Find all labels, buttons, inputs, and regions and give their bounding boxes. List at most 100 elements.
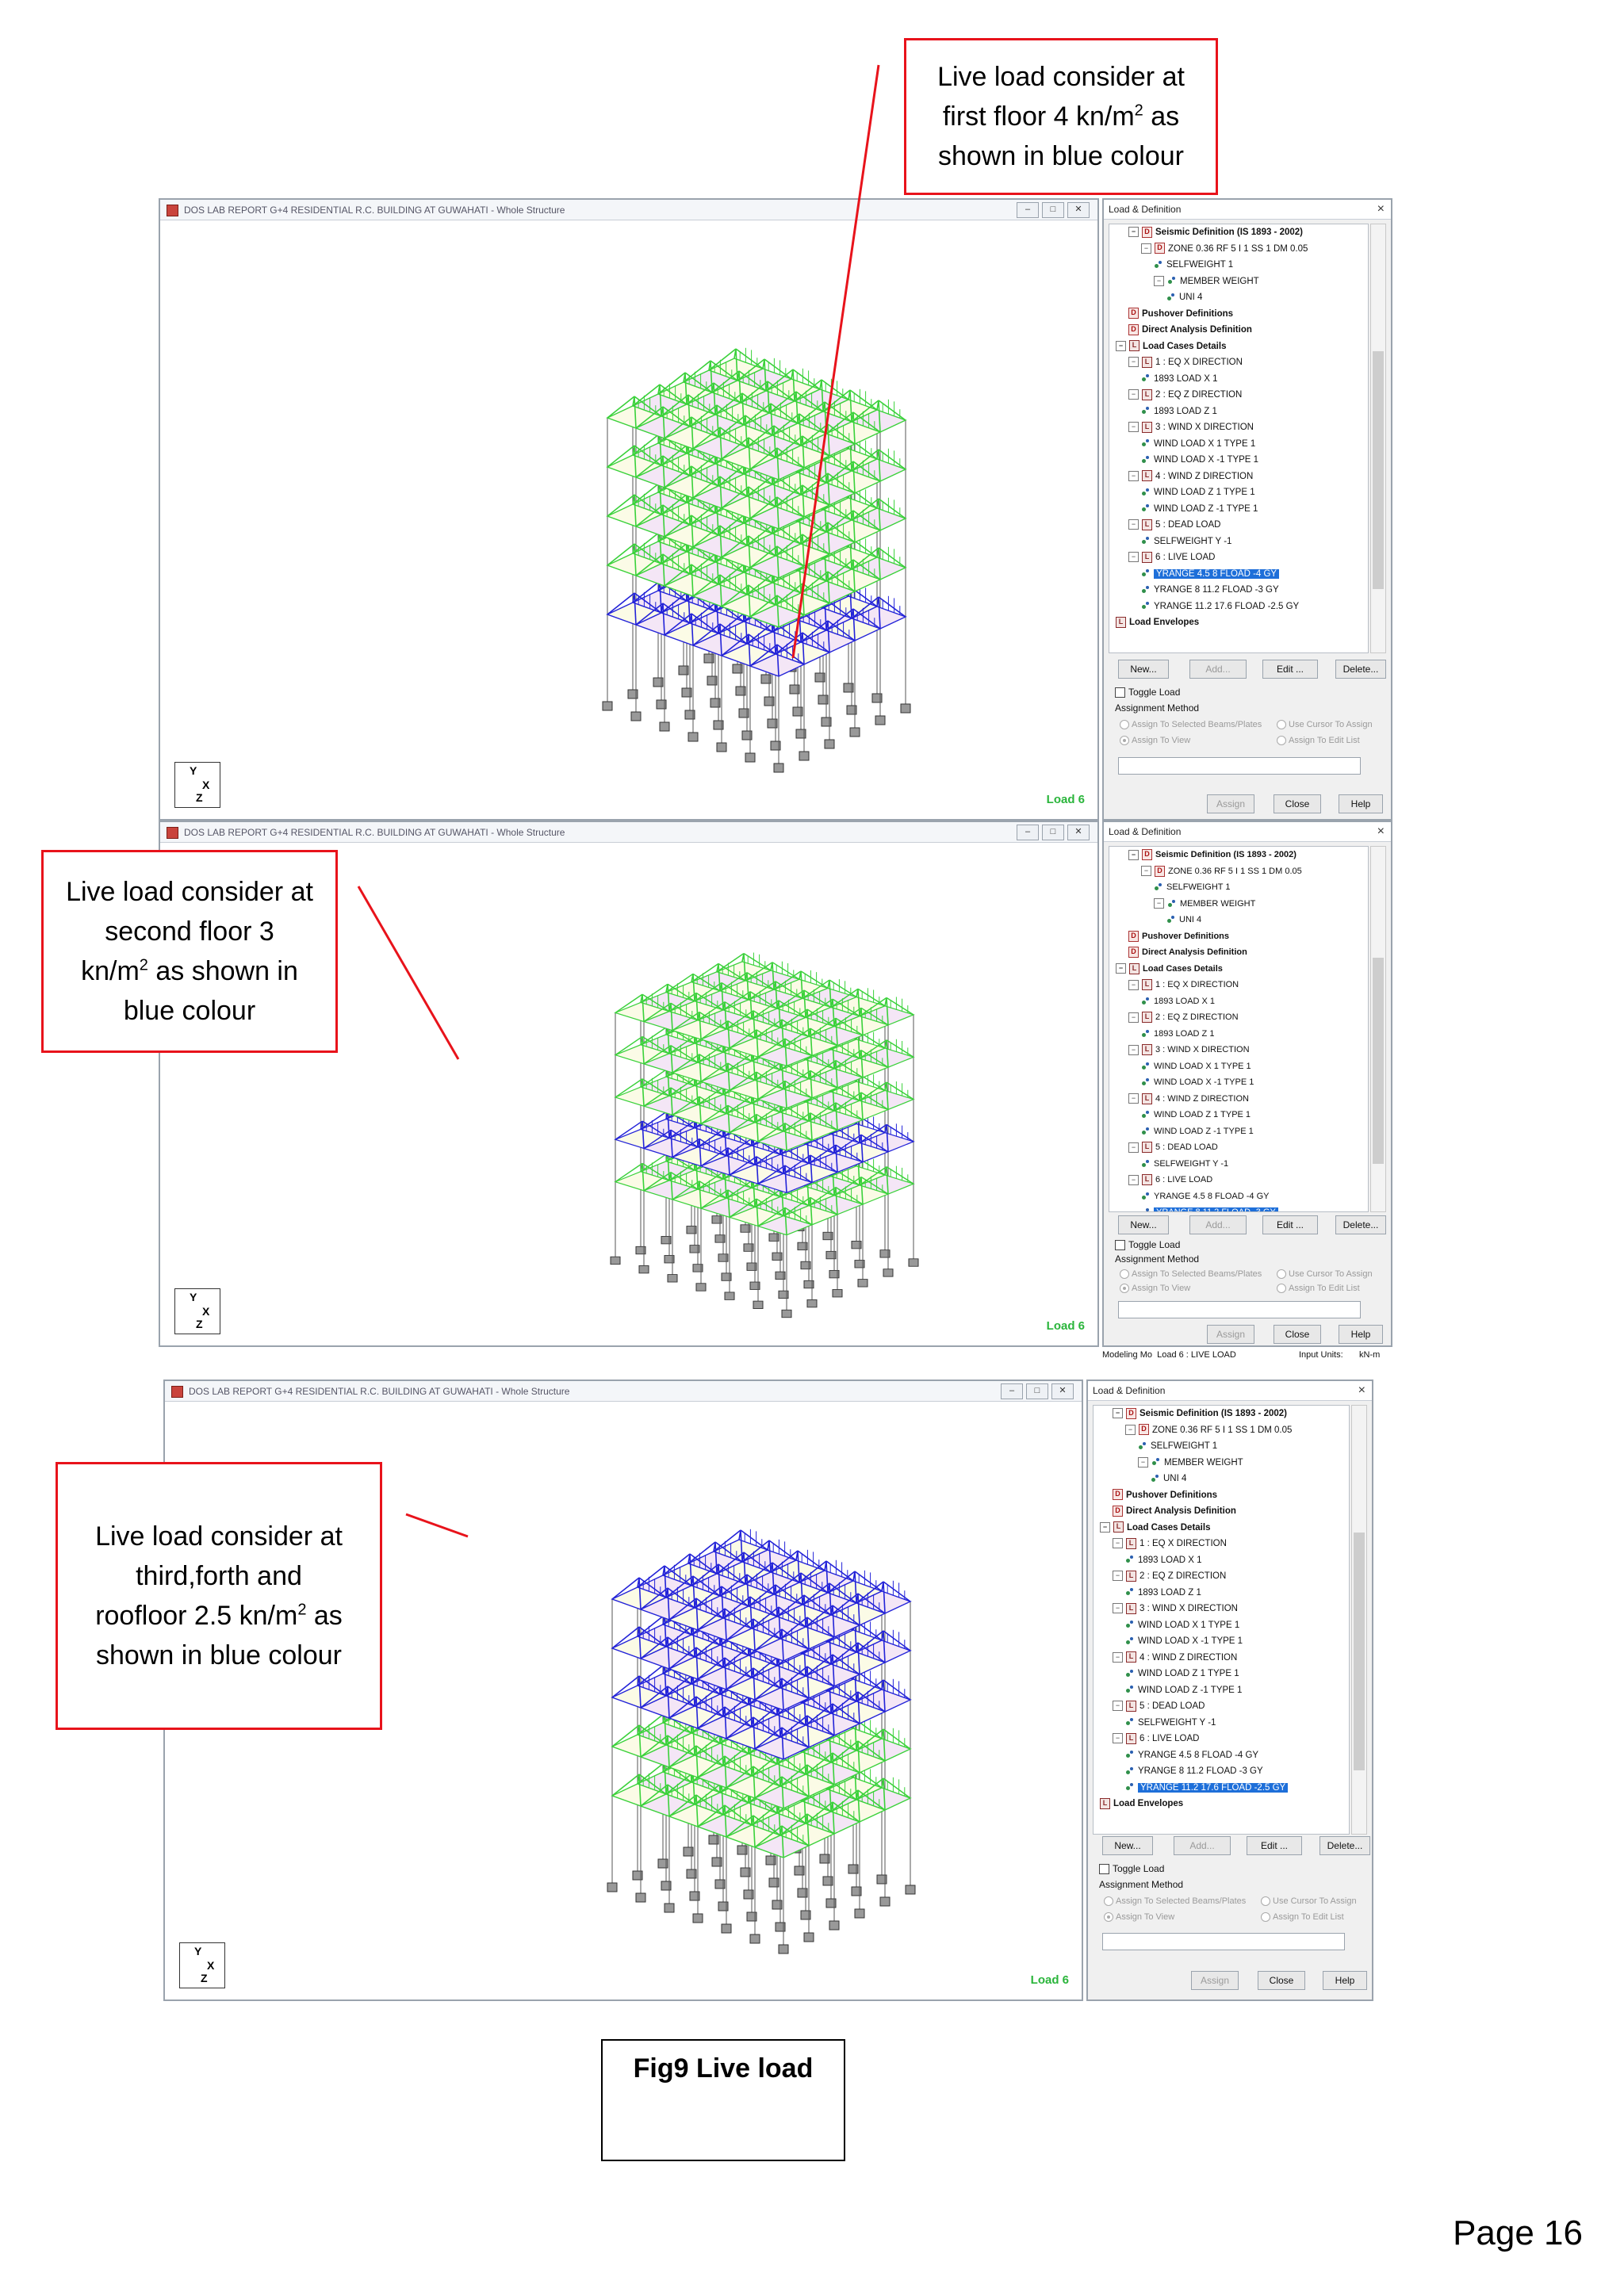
tree-item[interactable]: − MEMBER WEIGHT xyxy=(1109,896,1368,913)
tree-item[interactable]: − D ZONE 0.36 RF 5 I 1 SS 1 DM 0.05 xyxy=(1109,863,1368,880)
radio-assign-selected[interactable]: Assign To Selected Beams/Plates xyxy=(1120,720,1262,730)
assign-field[interactable] xyxy=(1118,757,1361,775)
expand-toggle-icon[interactable]: − xyxy=(1128,519,1139,530)
tree-item[interactable]: YRANGE 8 11.2 FLOAD -3 GY xyxy=(1094,1763,1349,1780)
tree-item[interactable]: − L 6 : LIVE LOAD xyxy=(1109,1172,1368,1188)
tree-item[interactable]: WIND LOAD Z 1 TYPE 1 xyxy=(1109,1107,1368,1123)
assign-button[interactable]: Assign xyxy=(1207,1325,1254,1344)
radio-assign-selected[interactable]: Assign To Selected Beams/Plates xyxy=(1104,1896,1246,1907)
radio-edit-list[interactable]: Assign To Edit List xyxy=(1277,1284,1360,1294)
tree-item[interactable]: WIND LOAD Z -1 TYPE 1 xyxy=(1109,501,1368,518)
edit-button[interactable]: Edit ... xyxy=(1247,1836,1302,1855)
expand-toggle-icon[interactable]: − xyxy=(1138,1456,1148,1468)
tree-item[interactable]: − L 1 : EQ X DIRECTION xyxy=(1094,1536,1349,1552)
new-button[interactable]: New... xyxy=(1102,1836,1153,1855)
tree-item[interactable]: SELFWEIGHT Y -1 xyxy=(1109,534,1368,550)
expand-toggle-icon[interactable]: − xyxy=(1113,1733,1123,1744)
add-button[interactable]: Add... xyxy=(1189,1215,1247,1234)
expand-toggle-icon[interactable]: − xyxy=(1128,1174,1139,1185)
tree-item[interactable]: WIND LOAD X -1 TYPE 1 xyxy=(1094,1633,1349,1650)
add-button[interactable]: Add... xyxy=(1174,1836,1231,1855)
expand-toggle-icon[interactable]: − xyxy=(1128,227,1139,238)
radio-use-cursor[interactable]: Use Cursor To Assign xyxy=(1277,720,1373,730)
expand-toggle-icon[interactable]: − xyxy=(1128,849,1139,860)
maximize-button[interactable]: □ xyxy=(1042,825,1064,840)
delete-button[interactable]: Delete... xyxy=(1335,660,1386,679)
tree-item[interactable]: SELFWEIGHT 1 xyxy=(1094,1438,1349,1455)
edit-button[interactable]: Edit ... xyxy=(1262,660,1318,679)
tree-item[interactable]: − L 5 : DEAD LOAD xyxy=(1109,1139,1368,1156)
tree-item[interactable]: − L 6 : LIVE LOAD xyxy=(1109,549,1368,566)
tree-item[interactable]: WIND LOAD X 1 TYPE 1 xyxy=(1094,1617,1349,1634)
expand-toggle-icon[interactable]: − xyxy=(1128,470,1139,481)
tree-item[interactable]: − MEMBER WEIGHT xyxy=(1109,274,1368,290)
help-button[interactable]: Help xyxy=(1339,794,1383,813)
expand-toggle-icon[interactable]: − xyxy=(1113,1603,1123,1614)
tree-item[interactable]: − MEMBER WEIGHT xyxy=(1094,1455,1349,1471)
help-button[interactable]: Help xyxy=(1339,1325,1383,1344)
tree-item[interactable]: WIND LOAD Z -1 TYPE 1 xyxy=(1094,1682,1349,1699)
tree-item[interactable]: − L 2 : EQ Z DIRECTION xyxy=(1109,387,1368,404)
tree-scrollbar[interactable] xyxy=(1370,846,1386,1212)
help-button[interactable]: Help xyxy=(1323,1971,1367,1990)
expand-toggle-icon[interactable]: − xyxy=(1100,1521,1110,1533)
tree-item[interactable]: 1893 LOAD Z 1 xyxy=(1094,1585,1349,1601)
expand-toggle-icon[interactable]: − xyxy=(1128,389,1139,400)
tree-item[interactable]: − L 5 : DEAD LOAD xyxy=(1094,1698,1349,1715)
maximize-button[interactable]: □ xyxy=(1026,1383,1048,1399)
minimize-button[interactable]: – xyxy=(1001,1383,1023,1399)
tree-item[interactable]: WIND LOAD X -1 TYPE 1 xyxy=(1109,1074,1368,1091)
load-tree[interactable]: − D Seismic Definition (IS 1893 - 2002) − D Z… xyxy=(1109,846,1369,1212)
delete-button[interactable]: Delete... xyxy=(1335,1215,1386,1234)
load-tree[interactable]: − D Seismic Definition (IS 1893 - 2002) − D Z… xyxy=(1109,224,1369,653)
radio-assign-view[interactable]: Assign To View xyxy=(1120,736,1190,746)
tree-item[interactable]: WIND LOAD Z -1 TYPE 1 xyxy=(1109,1123,1368,1140)
tree-item[interactable]: − L 1 : EQ X DIRECTION xyxy=(1109,354,1368,371)
assign-button[interactable]: Assign xyxy=(1191,1971,1239,1990)
radio-edit-list[interactable]: Assign To Edit List xyxy=(1277,736,1360,746)
close-button[interactable]: ✕ xyxy=(1067,202,1090,218)
tree-item[interactable]: − L 6 : LIVE LOAD xyxy=(1094,1731,1349,1747)
tree-item[interactable]: 1893 LOAD X 1 xyxy=(1094,1552,1349,1569)
tree-item[interactable]: YRANGE 8 11.2 FLOAD -3 GY xyxy=(1109,1204,1368,1211)
tree-scrollbar[interactable] xyxy=(1370,224,1386,653)
expand-toggle-icon[interactable]: − xyxy=(1113,1408,1123,1419)
expand-toggle-icon[interactable]: − xyxy=(1116,963,1126,974)
close-icon[interactable]: × xyxy=(1377,202,1385,216)
close-icon[interactable]: × xyxy=(1358,1383,1365,1397)
expand-toggle-icon[interactable]: − xyxy=(1113,1701,1123,1712)
close-dialog-button[interactable]: Close xyxy=(1274,1325,1321,1344)
tree-item[interactable]: 1893 LOAD X 1 xyxy=(1109,993,1368,1010)
expand-toggle-icon[interactable]: − xyxy=(1113,1571,1123,1582)
maximize-button[interactable]: □ xyxy=(1042,202,1064,218)
tree-item[interactable]: − L 3 : WIND X DIRECTION xyxy=(1109,1042,1368,1058)
radio-assign-selected[interactable]: Assign To Selected Beams/Plates xyxy=(1120,1269,1262,1280)
tree-item[interactable]: − D Seismic Definition (IS 1893 - 2002) xyxy=(1109,224,1368,241)
tree-item[interactable]: UNI 4 xyxy=(1109,912,1368,928)
close-button[interactable]: ✕ xyxy=(1067,825,1090,840)
assign-field[interactable] xyxy=(1118,1301,1361,1318)
tree-item[interactable]: − L 4 : WIND Z DIRECTION xyxy=(1109,469,1368,485)
radio-edit-list[interactable]: Assign To Edit List xyxy=(1261,1912,1344,1923)
expand-toggle-icon[interactable]: − xyxy=(1128,552,1139,563)
tree-item[interactable]: D Pushover Definitions xyxy=(1109,928,1368,945)
expand-toggle-icon[interactable]: − xyxy=(1128,422,1139,433)
tree-item[interactable]: SELFWEIGHT 1 xyxy=(1109,257,1368,274)
tree-item[interactable]: YRANGE 4.5 8 FLOAD -4 GY xyxy=(1094,1747,1349,1764)
expand-toggle-icon[interactable]: − xyxy=(1128,1093,1139,1104)
tree-item[interactable]: WIND LOAD Z 1 TYPE 1 xyxy=(1109,484,1368,501)
expand-toggle-icon[interactable]: − xyxy=(1128,357,1139,368)
expand-toggle-icon[interactable]: − xyxy=(1116,340,1126,351)
tree-item[interactable]: 1893 LOAD Z 1 xyxy=(1109,404,1368,420)
tree-item[interactable]: − D Seismic Definition (IS 1893 - 2002) xyxy=(1109,847,1368,863)
tree-item[interactable]: 1893 LOAD X 1 xyxy=(1109,371,1368,388)
tree-item[interactable]: UNI 4 xyxy=(1109,289,1368,306)
tree-item[interactable]: − L Load Cases Details xyxy=(1094,1520,1349,1536)
tree-item[interactable]: YRANGE 8 11.2 FLOAD -3 GY xyxy=(1109,582,1368,599)
edit-button[interactable]: Edit ... xyxy=(1262,1215,1318,1234)
tree-item[interactable]: L Load Envelopes xyxy=(1094,1796,1349,1812)
expand-toggle-icon[interactable]: − xyxy=(1154,275,1164,286)
tree-item[interactable]: YRANGE 4.5 8 FLOAD -4 GY xyxy=(1109,566,1368,583)
tree-item[interactable]: − L Load Cases Details xyxy=(1109,961,1368,978)
